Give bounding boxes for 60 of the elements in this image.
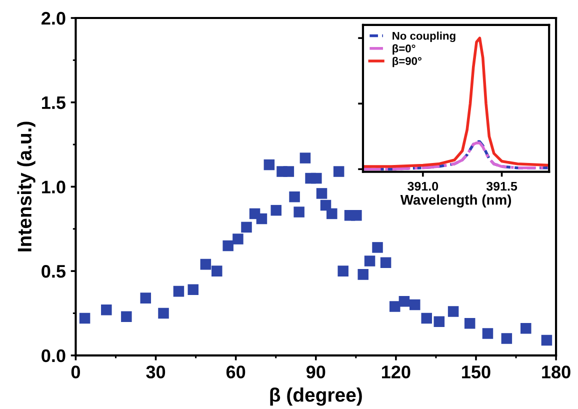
point: [482, 328, 494, 339]
x-tick-label: 90: [306, 366, 326, 378]
x-tick-label: 30: [146, 366, 166, 378]
legend-label: β=90°: [392, 56, 422, 68]
legend-label: β=0°: [392, 44, 416, 55]
point: [541, 334, 552, 346]
point: [158, 308, 169, 319]
point: [241, 222, 252, 233]
point: [222, 240, 234, 252]
x-tick-label: 391.0: [408, 182, 438, 191]
x-axis-title: Wavelength (nm): [400, 194, 512, 208]
point: [358, 269, 368, 280]
point: [338, 266, 348, 276]
point: [333, 166, 344, 177]
y-tick-label: 2.0: [42, 12, 66, 25]
y-axis-title: Intensity (a.u.): [17, 122, 36, 252]
x-axis-title: β (degree): [270, 388, 362, 406]
y-tick-label: 1.0: [42, 180, 66, 194]
point: [121, 311, 132, 322]
x-tick-label: 391.5: [486, 182, 518, 191]
point: [264, 159, 275, 170]
x-tick-label: 150: [462, 366, 490, 378]
x-tick-label: 120: [382, 366, 410, 378]
point: [316, 188, 328, 199]
y-tick-label: 1.5: [42, 96, 66, 110]
point: [351, 210, 362, 221]
point: [464, 318, 476, 329]
point: [173, 286, 184, 297]
point: [421, 312, 432, 324]
point: [434, 316, 445, 328]
point: [380, 257, 392, 268]
point: [409, 299, 420, 310]
x-tick-label: 60: [226, 366, 246, 378]
point: [520, 323, 532, 334]
point: [389, 301, 400, 312]
point: [200, 258, 212, 270]
point: [398, 296, 410, 307]
point: [294, 206, 304, 218]
point: [283, 166, 294, 177]
point: [212, 266, 222, 276]
point: [364, 256, 376, 266]
point: [79, 312, 90, 324]
point: [501, 333, 512, 344]
legend-label: No coupling: [392, 32, 456, 42]
point: [232, 234, 244, 244]
point: [140, 292, 152, 304]
point: [311, 172, 322, 184]
point: [101, 304, 112, 316]
point: [300, 152, 311, 164]
point: [372, 242, 383, 253]
y-tick-label: 0.0: [42, 349, 66, 362]
point: [188, 284, 199, 296]
point: [270, 204, 282, 216]
x-tick-label: 180: [542, 366, 570, 378]
point: [448, 306, 459, 317]
point: [326, 208, 338, 220]
y-tick-label: 0.5: [42, 265, 66, 278]
point: [256, 213, 268, 224]
point: [289, 191, 300, 202]
x-tick-label: 0: [71, 366, 80, 378]
